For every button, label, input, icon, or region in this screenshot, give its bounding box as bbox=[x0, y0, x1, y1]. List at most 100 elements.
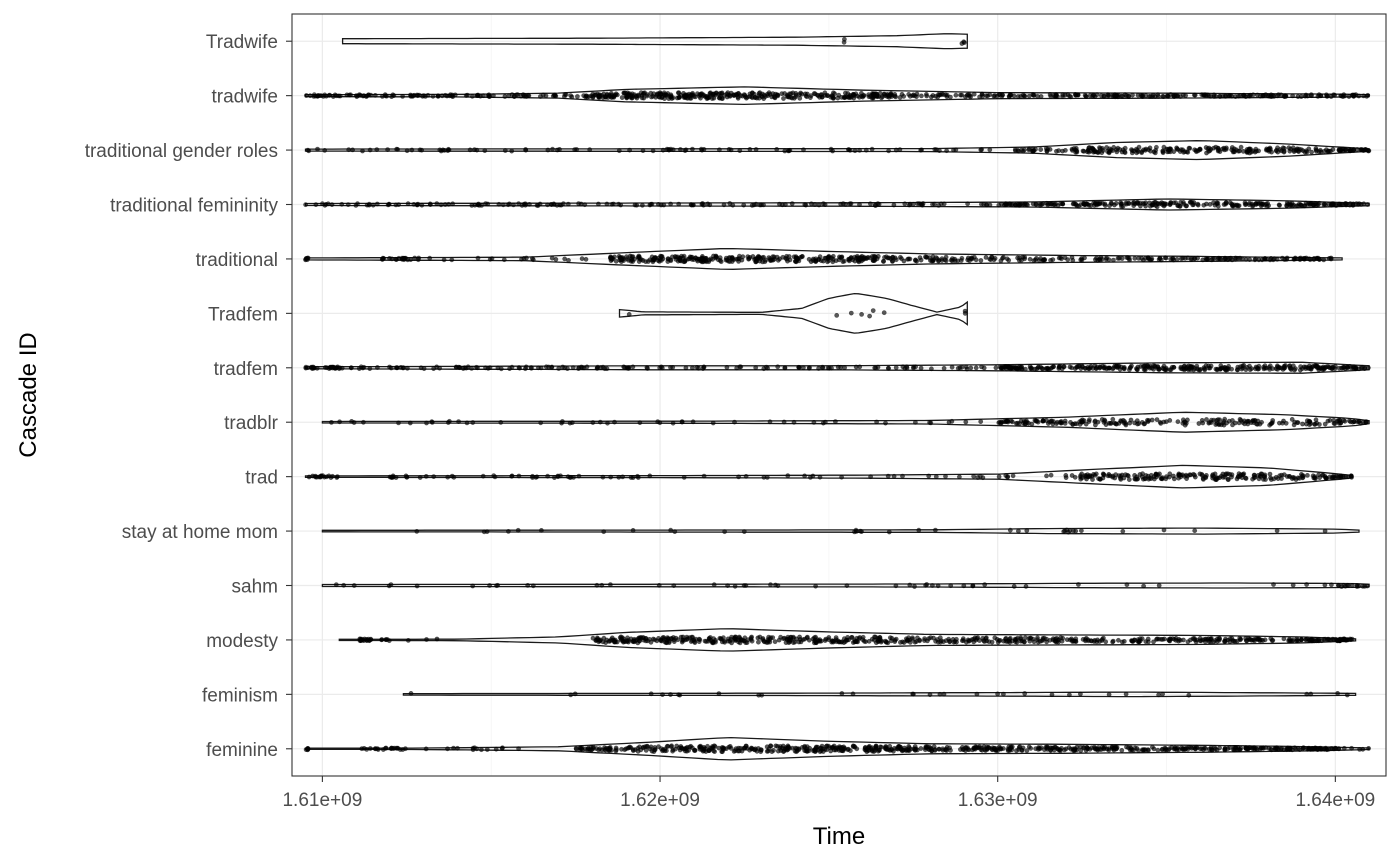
data-point bbox=[1087, 150, 1091, 154]
data-point bbox=[1294, 747, 1298, 751]
data-point bbox=[1282, 473, 1286, 477]
data-point bbox=[490, 257, 494, 261]
data-point bbox=[307, 149, 311, 153]
data-point bbox=[680, 420, 684, 424]
data-point bbox=[568, 421, 572, 425]
data-point bbox=[1170, 745, 1174, 749]
data-point bbox=[569, 475, 573, 479]
data-point bbox=[1098, 477, 1102, 481]
data-point bbox=[823, 203, 827, 207]
data-point bbox=[1297, 202, 1301, 206]
data-point bbox=[1146, 640, 1150, 644]
data-point bbox=[493, 475, 497, 479]
data-point bbox=[782, 636, 786, 640]
data-point bbox=[1079, 203, 1083, 207]
data-point bbox=[997, 475, 1001, 479]
data-point bbox=[1305, 150, 1309, 154]
data-point bbox=[424, 637, 428, 641]
data-point bbox=[1112, 203, 1116, 207]
data-point bbox=[871, 258, 875, 262]
data-point bbox=[992, 94, 996, 98]
data-point bbox=[1193, 638, 1197, 642]
data-point bbox=[1023, 636, 1027, 640]
data-point bbox=[884, 255, 888, 259]
data-point bbox=[770, 750, 774, 754]
data-point bbox=[1003, 365, 1007, 369]
data-point bbox=[819, 746, 823, 750]
data-point bbox=[1299, 472, 1303, 476]
data-point bbox=[671, 748, 675, 752]
data-point bbox=[1195, 364, 1199, 368]
data-point bbox=[668, 692, 672, 696]
data-point bbox=[768, 420, 772, 424]
data-point bbox=[470, 94, 474, 98]
data-point bbox=[600, 583, 604, 587]
data-point bbox=[442, 258, 446, 262]
data-point bbox=[829, 95, 833, 99]
data-point bbox=[609, 91, 613, 95]
data-point bbox=[1287, 364, 1291, 368]
data-point bbox=[510, 474, 514, 478]
data-point bbox=[1216, 418, 1220, 422]
data-point bbox=[1132, 200, 1136, 204]
data-point bbox=[1119, 204, 1123, 208]
data-point bbox=[812, 420, 816, 424]
data-point bbox=[722, 203, 726, 207]
data-point bbox=[821, 421, 825, 425]
data-point bbox=[699, 259, 703, 263]
data-point bbox=[762, 255, 766, 259]
data-point bbox=[1342, 93, 1346, 97]
data-point bbox=[615, 640, 619, 644]
data-point bbox=[885, 747, 889, 751]
data-point bbox=[728, 201, 732, 205]
data-point bbox=[846, 91, 850, 95]
data-point bbox=[435, 365, 439, 369]
data-point bbox=[1024, 584, 1028, 588]
data-point bbox=[743, 746, 747, 750]
data-point bbox=[1135, 475, 1139, 479]
data-point bbox=[1212, 146, 1216, 150]
data-point bbox=[327, 93, 331, 97]
data-point bbox=[633, 639, 637, 643]
data-point bbox=[1011, 474, 1015, 478]
data-point bbox=[742, 530, 746, 534]
data-point bbox=[930, 202, 934, 206]
data-point bbox=[1161, 692, 1165, 696]
data-point bbox=[1150, 418, 1154, 422]
data-point bbox=[752, 203, 756, 207]
data-point bbox=[598, 747, 602, 751]
data-point bbox=[659, 203, 663, 207]
data-point bbox=[1058, 202, 1062, 206]
data-point bbox=[797, 747, 801, 751]
data-point bbox=[993, 746, 997, 750]
data-point bbox=[673, 530, 677, 534]
data-point bbox=[591, 420, 595, 424]
data-point bbox=[315, 147, 319, 151]
data-point bbox=[380, 257, 384, 261]
data-point bbox=[648, 474, 652, 478]
data-point bbox=[1240, 257, 1244, 261]
data-point bbox=[445, 747, 449, 751]
data-point bbox=[887, 530, 891, 534]
data-point bbox=[476, 256, 480, 260]
data-point bbox=[626, 366, 630, 370]
data-point bbox=[574, 746, 578, 750]
data-point bbox=[1063, 421, 1067, 425]
data-point bbox=[420, 203, 424, 207]
data-point bbox=[978, 95, 982, 99]
data-point bbox=[1076, 93, 1080, 97]
data-point bbox=[960, 256, 964, 260]
data-point bbox=[547, 365, 551, 369]
data-point bbox=[768, 583, 772, 587]
data-point bbox=[1350, 746, 1354, 750]
data-point bbox=[838, 746, 842, 750]
data-point bbox=[1213, 638, 1217, 642]
data-point bbox=[499, 420, 503, 424]
data-point bbox=[488, 583, 492, 587]
data-point bbox=[814, 584, 818, 588]
data-point bbox=[1099, 255, 1103, 259]
data-point bbox=[1154, 145, 1158, 149]
data-point bbox=[1064, 473, 1068, 477]
data-point bbox=[651, 149, 655, 153]
data-point bbox=[1062, 365, 1066, 369]
